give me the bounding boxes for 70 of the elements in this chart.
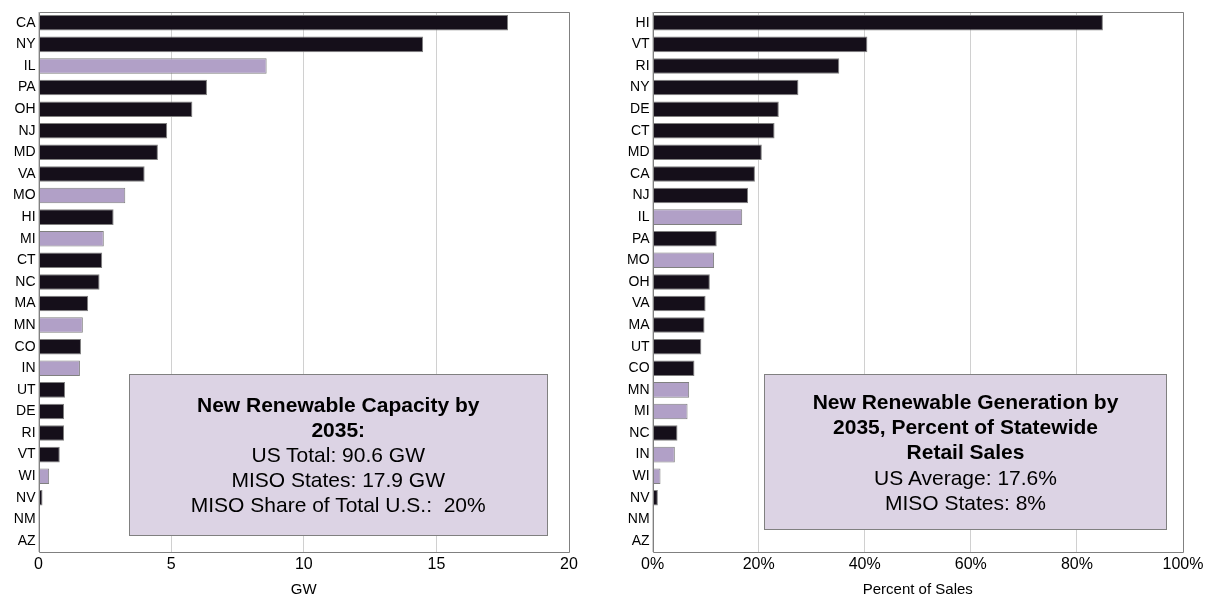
y-tick-label: MA bbox=[14, 294, 37, 311]
x-axis-title: Percent of Sales bbox=[862, 580, 973, 598]
y-tick-label: NY bbox=[630, 78, 651, 95]
y-tick-label: OH bbox=[14, 100, 36, 117]
annotation: US Total: 90.6 GW bbox=[250, 442, 426, 468]
y-tick-label: NC bbox=[629, 423, 650, 440]
y-tick-label: DE bbox=[16, 402, 36, 419]
x-tick-label: 100% bbox=[1162, 554, 1204, 572]
y-tick-label: WI bbox=[632, 467, 650, 484]
y-tick-label: MI bbox=[19, 229, 36, 246]
text-box: New Renewable Capacity by 2035: US Total: 90.6 GW MISO States: 17.9 GW MISO Share of Total U.S.: 20% bbox=[128, 373, 548, 536]
y-tick-label: CT bbox=[16, 251, 36, 268]
x-tick-label: 40% bbox=[848, 554, 881, 572]
y-tick-label: VT bbox=[17, 445, 36, 462]
y-tick-label: VA bbox=[631, 294, 651, 311]
y-tick-label: UT bbox=[16, 380, 36, 397]
y-tick-label: CO bbox=[14, 337, 36, 354]
y-tick-label: NJ bbox=[632, 186, 650, 203]
y-tick-label: HI bbox=[21, 207, 36, 224]
y-tick-label: VA bbox=[17, 164, 37, 181]
x-tick-label: 5 bbox=[166, 554, 176, 572]
x-axis-title: GW bbox=[290, 580, 318, 598]
annotation: MISO States: 17.9 GW bbox=[230, 467, 447, 493]
y-tick-label: MA bbox=[628, 315, 651, 332]
y-tick-label: NM bbox=[627, 510, 650, 527]
x-tick-label: 15 bbox=[427, 554, 446, 572]
y-tick-label: MN bbox=[13, 315, 36, 332]
y-tick-label: NC bbox=[15, 272, 36, 289]
y-tick-label: HI bbox=[635, 13, 650, 30]
annotation: US Average: 17.6% bbox=[873, 464, 1058, 490]
y-tick-label: DE bbox=[630, 100, 650, 117]
y-tick-label: MD bbox=[13, 143, 36, 160]
y-tick-label: MO bbox=[626, 251, 650, 268]
y-tick-label: MD bbox=[627, 143, 650, 160]
y-tick-label: MO bbox=[12, 186, 36, 203]
x-tick-label: 20 bbox=[560, 554, 578, 572]
y-tick-label: IL bbox=[637, 207, 650, 224]
y-tick-label: UT bbox=[630, 337, 650, 354]
y-tick-label: NY bbox=[16, 35, 37, 52]
annotation: MISO States: 8% bbox=[883, 489, 1048, 515]
y-tick-label: OH bbox=[628, 272, 650, 289]
y-tick-label: VT bbox=[631, 35, 650, 52]
text-box: New Renewable Generation by 2035, Percent of Statewide Retail Sales US Average: 17.6% MISO States: 8% bbox=[763, 373, 1168, 531]
x-tick-label: 60% bbox=[954, 554, 987, 572]
y-tick-label: PA bbox=[17, 78, 37, 95]
x-tick-label: 0% bbox=[640, 554, 665, 572]
y-tick-label: PA bbox=[631, 229, 651, 246]
y-tick-label: WI bbox=[18, 467, 36, 484]
y-tick-label: NM bbox=[13, 510, 36, 527]
y-tick-label: RI bbox=[21, 423, 36, 440]
y-tick-label: IL bbox=[23, 56, 36, 73]
y-tick-label: IN bbox=[635, 445, 650, 462]
y-tick-label: AZ bbox=[631, 531, 650, 548]
y-tick-label: NV bbox=[16, 488, 37, 505]
y-tick-label: RI bbox=[635, 56, 650, 73]
y-tick-label: NV bbox=[630, 488, 651, 505]
y-tick-label: CO bbox=[628, 359, 650, 376]
x-tick-label: 80% bbox=[1060, 554, 1093, 572]
y-tick-label: IN bbox=[21, 359, 36, 376]
y-tick-label: CA bbox=[16, 13, 37, 30]
y-tick-label: NJ bbox=[18, 121, 36, 138]
annotation: MISO Share of Total U.S.: 20% bbox=[189, 492, 487, 518]
y-tick-label: CT bbox=[630, 121, 650, 138]
y-tick-label: CA bbox=[630, 164, 651, 181]
x-tick-label: 10 bbox=[294, 554, 313, 572]
x-tick-label: 20% bbox=[742, 554, 775, 572]
y-tick-label: AZ bbox=[17, 531, 36, 548]
y-tick-label: MN bbox=[627, 380, 650, 397]
x-tick-label: 0 bbox=[34, 554, 44, 572]
y-tick-label: MI bbox=[633, 402, 650, 419]
